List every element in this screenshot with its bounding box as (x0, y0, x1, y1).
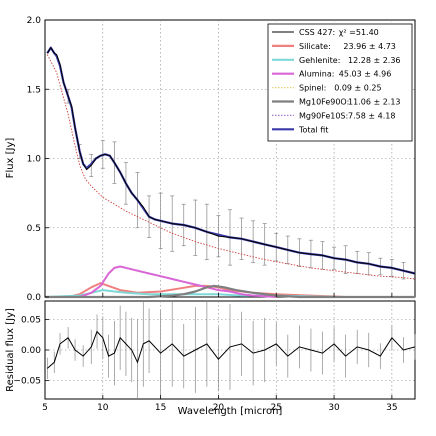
residual-xtick-label: 35 (386, 403, 397, 413)
legend-label: Gehlenite: (299, 56, 340, 65)
legend-entry: Gehlenite: 12.28 ± 2.36 (272, 56, 401, 65)
residual-ticks: 5 10 15 20 25 30 35 −0.05 0.00 0.05 (13, 315, 397, 413)
legend-entry: CSS 427: χ² =51.40 (272, 28, 379, 37)
residual-series-group (46, 301, 416, 399)
legend-entry: Mg90Fe10S: 7.58 ± 4.18 (272, 111, 395, 120)
residual-xtick-label: 30 (328, 403, 340, 413)
main-ytick-label: 0.0 (27, 293, 42, 303)
residual-line (46, 330, 416, 369)
legend-entry: Mg10Fe90O:11.06 ± 2.13 (272, 98, 401, 107)
legend-stat: 0.09 ± 0.25 (334, 84, 381, 93)
legend-box (267, 23, 413, 142)
legend-label: CSS 427: (299, 28, 335, 37)
legend-stat: 45.03 ± 4.96 (339, 70, 392, 79)
main-ytick-label: 0.5 (27, 224, 41, 234)
legend-label: Spinel: (299, 84, 326, 93)
legend-label: Alumina: (299, 70, 334, 79)
main-plot-panel: 0.0 0.5 1.0 1.5 2.0 Flux [Jy] CSS 427: χ² =51… (5, 16, 416, 303)
residual-ytick-label: 0.05 (21, 315, 41, 325)
residual-xtick-label: 10 (97, 403, 109, 413)
legend-stat: 11.06 ± 2.13 (348, 98, 401, 107)
legend-stat: 23.96 ± 4.73 (343, 42, 396, 51)
residual-xtick-label: 25 (271, 403, 282, 413)
residual-xtick-label: 20 (213, 403, 225, 413)
legend-label: Mg90Fe10S: (299, 111, 348, 120)
legend-entry: Spinel: 0.09 ± 0.25 (272, 84, 382, 93)
legend-stat: 12.28 ± 2.36 (348, 56, 401, 65)
residual-xtick-label: 5 (42, 403, 48, 413)
series-line-css-427 (46, 47, 416, 274)
residual-plot-panel: 5 10 15 20 25 30 35 −0.05 0.00 0.05 Residual flux… (5, 300, 416, 417)
main-ytick-label: 1.0 (27, 155, 42, 165)
legend-label: Total fit (298, 125, 328, 134)
residual-ytick-label: −0.05 (13, 377, 41, 387)
residual-xlabel: Wavelength [micron] (178, 406, 283, 417)
main-ticks: 0.0 0.5 1.0 1.5 2.0 (27, 16, 393, 303)
series-line-mg10fe90o (45, 284, 415, 299)
legend-entry: Alumina: 45.03 ± 4.96 (272, 70, 391, 79)
residual-xtick-label: 15 (155, 403, 166, 413)
residual-ylabel: Residual flux [Jy] (5, 308, 16, 392)
legend-stat: 7.58 ± 4.18 (348, 111, 395, 120)
legend-entry: Total fit (272, 125, 328, 134)
main-ytick-label: 1.5 (27, 85, 41, 95)
legend-stat: χ² =51.40 (339, 28, 379, 37)
residual-ytick-label: 0.00 (21, 346, 41, 356)
series-line-alumina (45, 265, 277, 298)
main-ylabel: Flux [Jy] (5, 138, 16, 179)
main-ytick-label: 2.0 (27, 16, 42, 26)
legend-label: Mg10Fe90O: (299, 98, 349, 107)
legend-entry: Silicate: 23.96 ± 4.73 (272, 42, 396, 51)
legend-label: Silicate: (299, 42, 331, 51)
